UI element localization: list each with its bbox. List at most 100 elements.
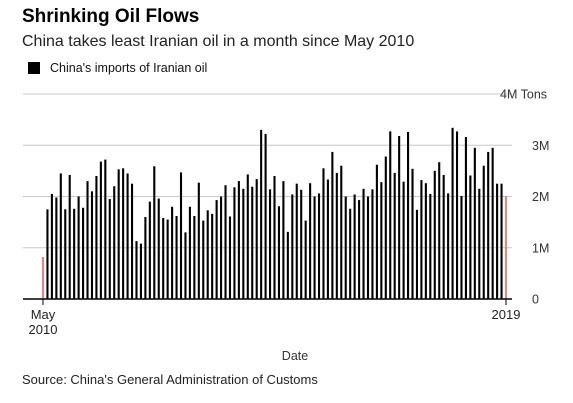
- bar: [175, 215, 178, 299]
- bar: [122, 168, 125, 299]
- bar: [117, 169, 120, 299]
- bar: [171, 206, 174, 299]
- bar: [309, 183, 312, 299]
- bar: [335, 172, 338, 299]
- bar: [304, 220, 307, 299]
- bar: [366, 196, 370, 299]
- bar: [139, 243, 142, 299]
- bar: [455, 131, 459, 299]
- bar: [504, 195, 508, 299]
- y-tick-label: 3M: [532, 139, 549, 153]
- bar: [349, 208, 352, 299]
- bar: [184, 232, 187, 299]
- bar: [442, 174, 445, 299]
- bar: [460, 195, 463, 299]
- bar: [188, 206, 191, 299]
- bar: [260, 129, 263, 299]
- bar: [193, 215, 196, 299]
- bar: [286, 231, 289, 299]
- bar: [148, 201, 151, 299]
- bar: [344, 196, 347, 299]
- x-tick-label: 2019: [492, 307, 521, 322]
- bar: [393, 172, 396, 299]
- source-note: Source: China's General Administration o…: [22, 372, 318, 387]
- bar: [224, 185, 227, 299]
- bar: [144, 217, 147, 299]
- bar: [420, 180, 423, 299]
- bar: [237, 181, 240, 299]
- bar: [166, 219, 169, 299]
- bar: [268, 189, 272, 299]
- bar: [464, 137, 467, 299]
- bar: [273, 176, 276, 299]
- bar: [55, 197, 58, 299]
- bar: [313, 196, 316, 299]
- legend-swatch: [28, 62, 40, 74]
- bar: [99, 161, 102, 299]
- bar: [380, 182, 383, 299]
- bar: [487, 151, 490, 299]
- bar: [482, 165, 485, 299]
- bar: [353, 194, 356, 299]
- bar: [433, 170, 436, 299]
- bar: [473, 147, 476, 299]
- bar: [126, 173, 129, 299]
- bar: [46, 209, 49, 299]
- bar: [130, 183, 134, 299]
- bar: [300, 189, 303, 299]
- chart-title: Shrinking Oil Flows: [22, 6, 200, 27]
- bar: [389, 131, 392, 299]
- bar: [153, 166, 156, 299]
- bar: [411, 168, 414, 299]
- y-tick-label: 0: [532, 293, 539, 307]
- bar: [438, 162, 441, 299]
- bar: [251, 186, 254, 299]
- bar: [202, 220, 205, 299]
- bar: [282, 181, 285, 299]
- bar: [86, 181, 89, 299]
- bar: [233, 187, 236, 299]
- bar: [68, 174, 71, 299]
- bar: [228, 216, 232, 299]
- bar: [264, 133, 267, 299]
- bar: [220, 196, 223, 299]
- bar: [59, 173, 62, 299]
- bar: [82, 207, 85, 299]
- bar: [215, 200, 218, 299]
- y-tick-label: 1M: [532, 241, 549, 255]
- bar: [179, 172, 183, 299]
- x-tick-label: 2010: [29, 322, 58, 337]
- bar: [211, 213, 214, 299]
- y-tick-label: 2M: [532, 190, 549, 204]
- bar: [375, 164, 378, 299]
- bar: [113, 186, 116, 299]
- y-tick-label: 4M Tons: [500, 88, 547, 102]
- chart-subtitle: China takes least Iranian oil in a month…: [22, 33, 415, 50]
- bar: [402, 181, 405, 299]
- bar: [340, 165, 343, 299]
- legend-label: China's imports of Iranian oil: [50, 61, 208, 75]
- bar: [95, 176, 98, 299]
- bar: [407, 131, 410, 299]
- bar: [242, 188, 245, 299]
- bar: [322, 168, 325, 299]
- bar: [358, 200, 361, 299]
- bar: [491, 147, 494, 299]
- bar: [90, 191, 94, 299]
- bar: [157, 198, 160, 299]
- bar: [41, 256, 45, 299]
- bar: [135, 241, 138, 299]
- bar: [384, 156, 387, 299]
- bar: [415, 209, 419, 299]
- bar: [246, 174, 249, 299]
- bar: [447, 193, 450, 299]
- bar: [331, 151, 334, 299]
- bar: [77, 196, 80, 299]
- bar: [206, 210, 209, 299]
- bar: [295, 183, 298, 299]
- bar: [64, 209, 67, 299]
- bar: [362, 188, 365, 299]
- bar: [326, 179, 329, 299]
- bar: [451, 127, 454, 299]
